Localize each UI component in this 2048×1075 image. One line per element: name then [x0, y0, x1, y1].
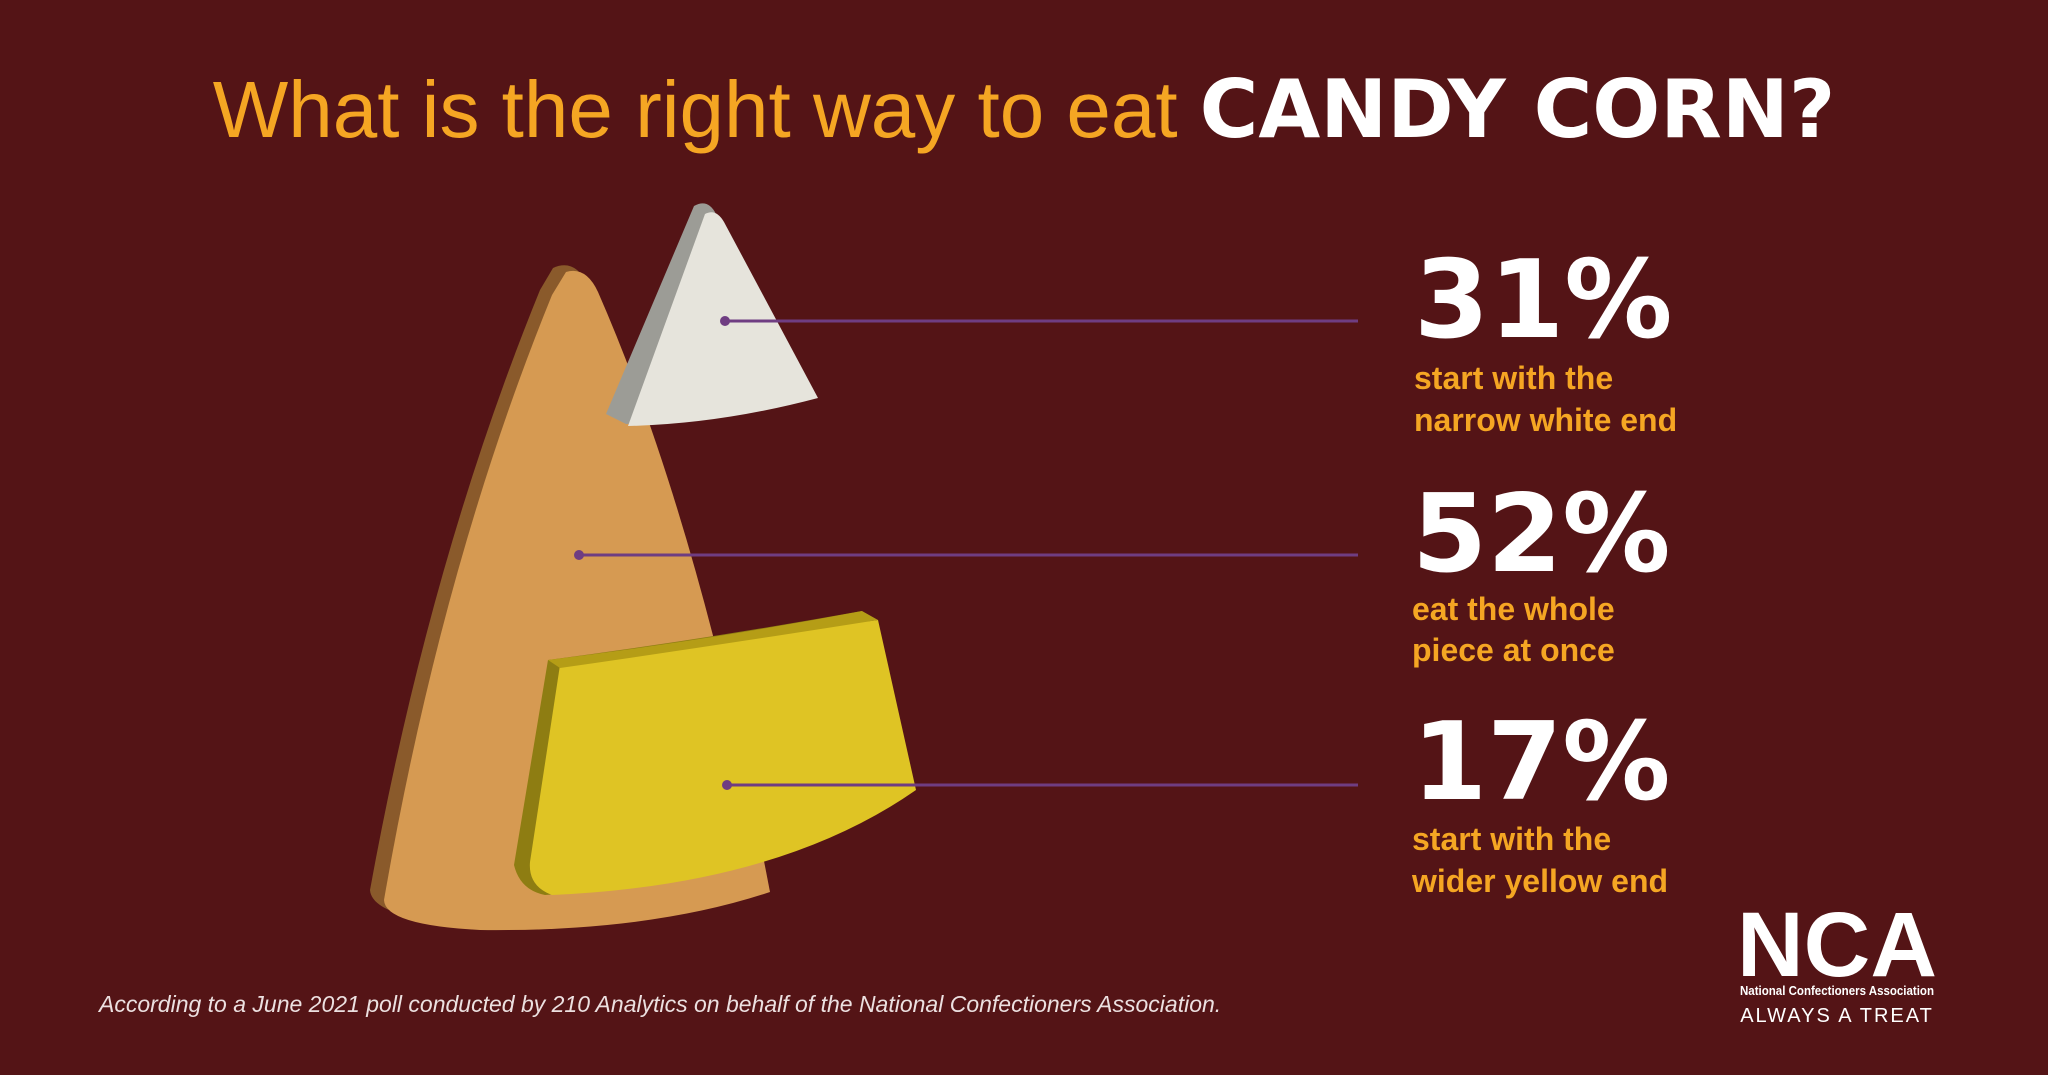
leader-dot	[722, 780, 732, 790]
footnote: According to a June 2021 poll conducted …	[97, 991, 1221, 1017]
stat-description: start with the	[1414, 360, 1613, 396]
logo: NCA National Confectioners Association A…	[1737, 894, 1937, 1027]
leaders	[574, 316, 1358, 790]
title: What is the right way to eat CANDY CORN?	[213, 63, 1836, 156]
yellow-band	[529, 620, 916, 895]
candy-corn	[370, 203, 916, 931]
stat-value: 17%	[1412, 700, 1671, 825]
stat-description: narrow white end	[1414, 402, 1677, 438]
stat-description: eat the whole	[1412, 591, 1615, 627]
stats: 31% start with the narrow white end 52% …	[1411, 238, 1677, 899]
logo-tagline: ALWAYS A TREAT	[1740, 1005, 1934, 1027]
stat-description: wider yellow end	[1411, 863, 1668, 899]
title-emphasis: CANDY CORN?	[1200, 63, 1836, 156]
title-lead: What is the right way to eat	[213, 65, 1178, 154]
logo-mark: NCA	[1737, 894, 1937, 996]
leader-dot	[574, 550, 584, 560]
stat-value: 31%	[1414, 238, 1673, 363]
stat-description: piece at once	[1412, 632, 1615, 668]
yellow-top	[548, 611, 878, 668]
stat-description: start with the	[1412, 821, 1611, 857]
leader-dot	[720, 316, 730, 326]
logo-name: National Confectioners Association	[1740, 984, 1934, 998]
stat-value: 52%	[1412, 472, 1671, 597]
